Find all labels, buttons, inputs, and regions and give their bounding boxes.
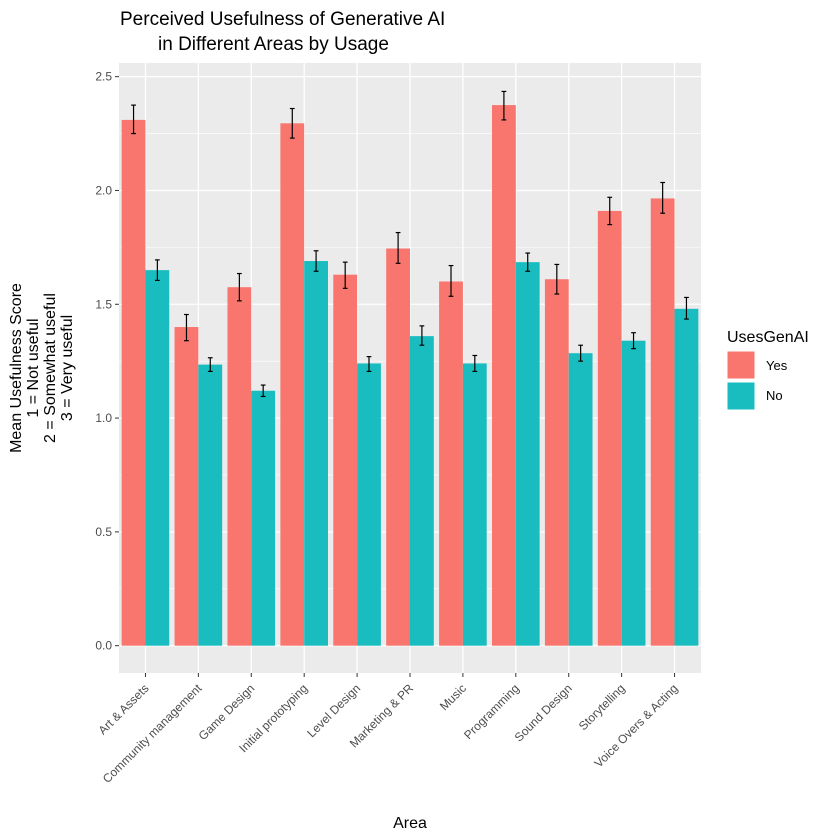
y-tick-label: 1.5 bbox=[95, 297, 112, 311]
legend-label-no: No bbox=[766, 388, 783, 403]
x-tick-label: Community management bbox=[100, 681, 205, 786]
legend-title: UsesGenAI bbox=[727, 329, 809, 346]
y-axis-title-line-3: 2 = Somewhat useful bbox=[42, 293, 59, 443]
y-tick-label: 2.5 bbox=[95, 70, 112, 84]
y-axis-title-line-4: 3 = Very useful bbox=[59, 315, 76, 421]
bar-yes bbox=[227, 287, 252, 646]
y-tick-label: 1.0 bbox=[95, 411, 112, 425]
y-axis-title: Mean Usefulness Score 1 = Not useful 2 =… bbox=[8, 283, 76, 453]
bar-yes bbox=[492, 105, 516, 646]
x-tick-label: Music bbox=[437, 681, 469, 713]
y-axis-title-line-1: Mean Usefulness Score bbox=[8, 283, 25, 453]
bar-no bbox=[621, 340, 646, 646]
bar-yes bbox=[650, 198, 675, 646]
x-tick-label: Level Design bbox=[304, 681, 363, 740]
legend-key-yes bbox=[726, 350, 756, 380]
bar-yes bbox=[386, 248, 410, 646]
bar-no bbox=[304, 261, 328, 646]
x-tick-label: Art & Assets bbox=[95, 681, 151, 737]
bar-yes bbox=[597, 210, 622, 646]
bar-yes bbox=[544, 279, 569, 646]
bar-no bbox=[515, 262, 540, 646]
bar-yes bbox=[439, 281, 463, 646]
bar-no bbox=[357, 363, 381, 646]
error-bars bbox=[131, 90, 689, 398]
y-tick-label: 2.0 bbox=[95, 183, 112, 197]
bar-no bbox=[674, 308, 699, 646]
legend-label-yes: Yes bbox=[766, 358, 788, 373]
bar-yes bbox=[121, 119, 146, 646]
legend: UsesGenAI Yes No bbox=[726, 329, 809, 411]
bar-yes bbox=[280, 123, 305, 646]
bar-no bbox=[145, 270, 170, 646]
bar-no bbox=[198, 364, 223, 646]
chart-title-line-2: in Different Areas by Usage bbox=[158, 34, 389, 55]
bar-no bbox=[410, 336, 434, 646]
y-axis-title-line-2: 1 = Not useful bbox=[25, 318, 42, 417]
x-tick-label: Storytelling bbox=[576, 681, 628, 733]
y-tick-label: 0.0 bbox=[95, 639, 112, 653]
x-axis-title: Area bbox=[393, 815, 427, 832]
y-axis: 0.0 0.5 1.0 1.5 2.0 2.5 bbox=[95, 70, 119, 653]
chart-title-line-1: Perceived Usefulness of Generative AI bbox=[120, 9, 445, 30]
bar-yes bbox=[174, 327, 199, 646]
bar-yes bbox=[333, 274, 358, 646]
bar-no bbox=[251, 390, 276, 646]
y-tick-label: 0.5 bbox=[95, 525, 112, 539]
bar-no bbox=[462, 363, 487, 646]
legend-key-no bbox=[726, 381, 756, 411]
bar-no bbox=[568, 353, 593, 646]
bars bbox=[121, 105, 699, 646]
